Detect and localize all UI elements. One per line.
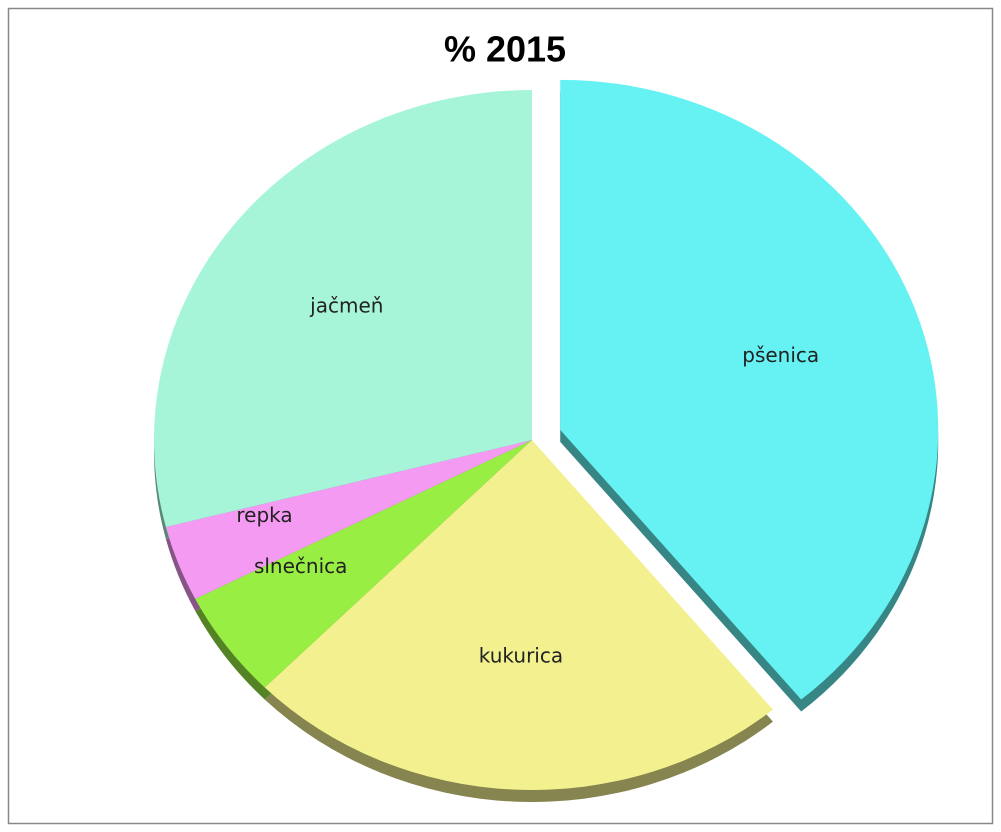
slice-label: kukurica — [479, 643, 563, 667]
pie — [153, 79, 939, 790]
slice — [560, 79, 939, 700]
slice-label: pšenica — [742, 343, 819, 367]
slice — [264, 440, 773, 790]
pie-labels: pšenica kukurica slnečnica repka jačmeň — [236, 293, 819, 667]
slice-label: jačmeň — [309, 293, 383, 317]
chart-title: % 2015 — [444, 29, 566, 70]
slice — [195, 440, 533, 688]
slice-label: repka — [236, 503, 292, 527]
slice — [165, 440, 533, 599]
slice-label: slnečnica — [254, 554, 347, 578]
slice — [153, 90, 532, 528]
